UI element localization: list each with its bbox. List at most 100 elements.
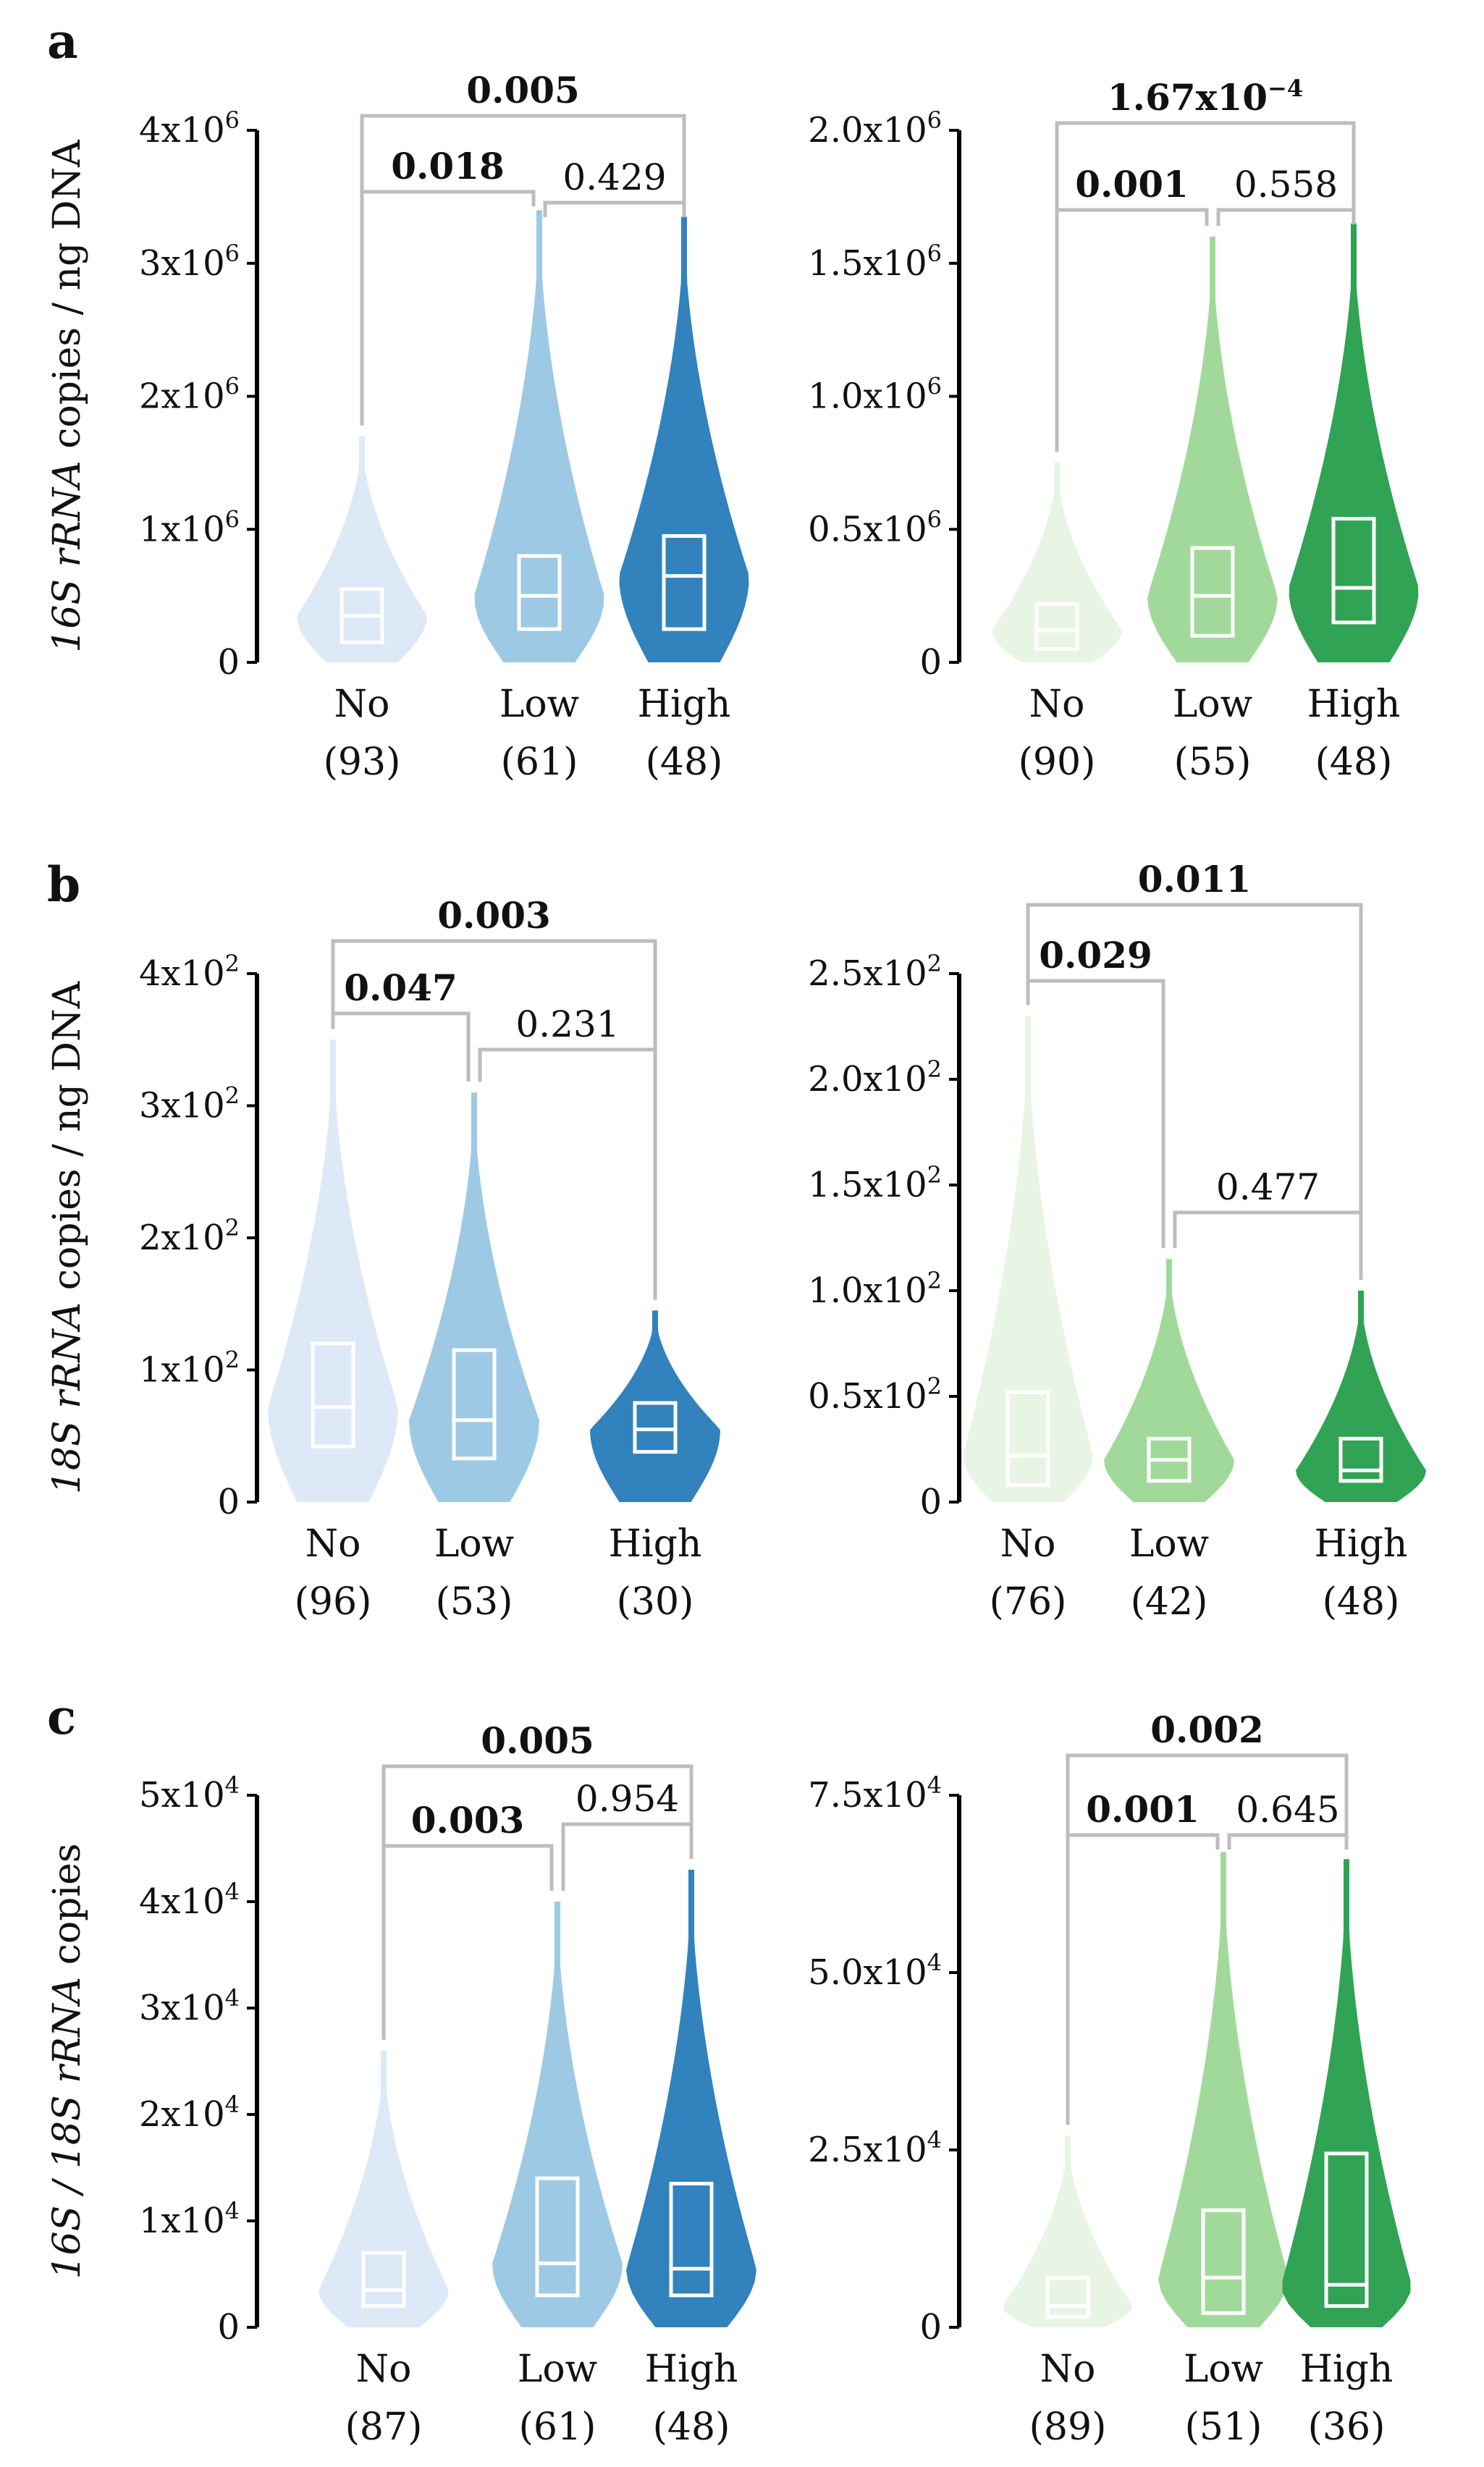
category-label: High bbox=[1307, 683, 1401, 726]
y-axis-label-italic: 18S rRNA bbox=[46, 1302, 89, 1494]
y-tick-label: 0 bbox=[919, 2307, 942, 2348]
y-tick-label: 4x102 bbox=[139, 950, 240, 994]
category-label: High bbox=[1315, 1522, 1408, 1566]
y-tick-label: 7.5x104 bbox=[808, 1771, 942, 1816]
violin-body bbox=[409, 1092, 539, 1502]
category-label: No bbox=[1000, 1522, 1056, 1566]
y-tick-label: 0 bbox=[919, 642, 942, 683]
iqr-box bbox=[452, 1348, 497, 1461]
y-tick-label: 3x104 bbox=[139, 1984, 240, 2028]
panel-letter: c bbox=[47, 1689, 76, 1745]
y-tick-label-exponent: 2 bbox=[927, 1372, 942, 1400]
sample-size-label: (48) bbox=[1323, 1580, 1400, 1624]
y-axis-label-italic: 16S rRNA bbox=[46, 460, 89, 652]
y-tick-label: 0 bbox=[217, 2307, 240, 2348]
violin-high bbox=[1296, 1291, 1426, 1502]
category-label: Low bbox=[1184, 2348, 1263, 2391]
iqr-box bbox=[311, 1341, 355, 1448]
bracket-line bbox=[1227, 1833, 1349, 1850]
sample-size-label: (48) bbox=[646, 741, 723, 784]
chart-b-blue: 01x1022x1023x1024x102No(96)Low(53)High(3… bbox=[139, 894, 720, 1624]
violin-no bbox=[297, 436, 427, 662]
bracket-line bbox=[561, 1822, 693, 1891]
p-value-base: 0.003 bbox=[411, 1799, 525, 1842]
y-tick-label-base: 1x10 bbox=[139, 2201, 225, 2241]
category-label: Low bbox=[1129, 1522, 1209, 1566]
bracket-line bbox=[360, 190, 536, 426]
y-tick-label-exponent: 2 bbox=[927, 1267, 942, 1294]
comparison-bracket: 0.429 bbox=[543, 156, 686, 217]
y-tick-label-base: 1.0x10 bbox=[808, 1270, 927, 1311]
y-tick-label-exponent: 4 bbox=[927, 1771, 942, 1799]
y-axis-label-italic: 16S / 18S rRNA bbox=[46, 1977, 89, 2280]
y-tick-label-exponent: 2 bbox=[225, 950, 240, 977]
p-value-label: 0.001 bbox=[1086, 1788, 1200, 1831]
category-label: Low bbox=[518, 2348, 597, 2391]
comparison-bracket: 0.005 bbox=[381, 1719, 693, 2040]
chart-c-blue: 01x1042x1043x1044x1045x104No(87)Low(61)H… bbox=[139, 1719, 756, 2449]
y-axis-label: 16S rRNA copies / ng DNA bbox=[46, 139, 89, 653]
iqr-box bbox=[535, 2176, 580, 2298]
y-tick-label-exponent: 2 bbox=[927, 1161, 942, 1189]
y-tick-label-base: 7.5x10 bbox=[808, 1775, 927, 1816]
bracket-line bbox=[543, 201, 686, 217]
violin-no bbox=[963, 1016, 1093, 1502]
p-value-label: 0.003 bbox=[437, 894, 551, 937]
bracket-line bbox=[381, 1844, 554, 2040]
comparison-bracket: 0.047 bbox=[331, 966, 471, 1082]
violin-high bbox=[619, 216, 749, 662]
y-tick-label: 1.0x102 bbox=[808, 1267, 942, 1311]
y-tick-label-base: 2.5x10 bbox=[808, 953, 927, 994]
y-axis-label: 16S / 18S rRNA copies bbox=[46, 1843, 89, 2279]
y-tick-label: 5.0x104 bbox=[808, 1949, 942, 1993]
y-tick-label-exponent: 2 bbox=[225, 1346, 240, 1374]
p-value-label: 0.018 bbox=[391, 145, 505, 187]
violin-low bbox=[409, 1092, 539, 1502]
p-value-base: 0.047 bbox=[344, 966, 458, 1009]
chart-a-blue: 01x1062x1063x1064x106No(93)Low(61)High(4… bbox=[139, 69, 749, 784]
bracket-line bbox=[1026, 979, 1165, 1249]
p-value-base: 0.005 bbox=[481, 1719, 594, 1762]
p-value-label: 0.001 bbox=[1075, 163, 1189, 206]
comparison-bracket: 0.231 bbox=[478, 1003, 657, 1300]
sample-size-label: (55) bbox=[1174, 741, 1252, 784]
y-tick-label-base: 2x10 bbox=[139, 1218, 225, 1258]
category-label: High bbox=[1300, 2348, 1394, 2391]
bracket-line bbox=[1173, 1210, 1363, 1280]
y-tick-label: 2.0x102 bbox=[808, 1055, 942, 1100]
y-tick-label-base: 0 bbox=[919, 2307, 942, 2348]
sample-size-label: (61) bbox=[519, 2405, 596, 2449]
y-tick-label: 3x106 bbox=[139, 240, 240, 284]
y-tick-label-exponent: 6 bbox=[927, 106, 942, 134]
violin-body bbox=[1104, 1259, 1234, 1502]
y-tick-label: 0.5x106 bbox=[808, 505, 942, 549]
y-tick-label-base: 1.0x10 bbox=[808, 376, 927, 417]
violin-body bbox=[992, 463, 1122, 662]
y-tick-label: 2x106 bbox=[139, 373, 240, 417]
y-tick-label-base: 2.0x10 bbox=[808, 1059, 927, 1100]
p-value-label: 0.477 bbox=[1216, 1166, 1320, 1208]
bracket-line bbox=[1066, 1833, 1220, 2125]
sample-size-label: (61) bbox=[501, 741, 578, 784]
p-value-base: 0.645 bbox=[1236, 1789, 1339, 1831]
p-value-label: 0.003 bbox=[411, 1799, 525, 1842]
bracket-line bbox=[1026, 903, 1363, 1280]
y-tick-label: 1x106 bbox=[139, 505, 240, 549]
violin-body bbox=[319, 2050, 449, 2327]
y-tick-label-exponent: 6 bbox=[927, 373, 942, 400]
iqr-box bbox=[1324, 2151, 1369, 2308]
y-tick-label: 0 bbox=[217, 642, 240, 683]
comparison-bracket: 0.477 bbox=[1173, 1166, 1363, 1280]
bracket-line bbox=[331, 1011, 471, 1082]
y-tick-label-exponent: 6 bbox=[225, 240, 240, 267]
y-tick-label-exponent: 6 bbox=[225, 106, 240, 134]
violin-low bbox=[1158, 1852, 1289, 2327]
violin-body bbox=[963, 1016, 1093, 1502]
violin-body bbox=[590, 1310, 720, 1502]
y-tick-label-base: 1.5x10 bbox=[808, 1165, 927, 1205]
iqr-box bbox=[1006, 1390, 1050, 1488]
comparison-bracket: 0.645 bbox=[1227, 1789, 1349, 1850]
p-value-label: 0.429 bbox=[562, 156, 666, 198]
